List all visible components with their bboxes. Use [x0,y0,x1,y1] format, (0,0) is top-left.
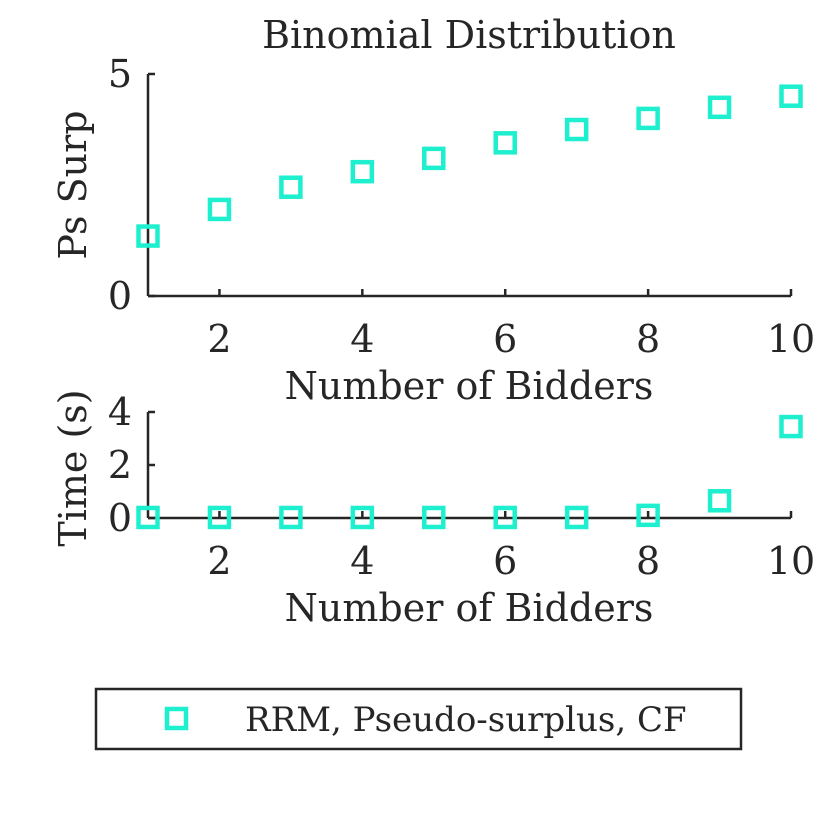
x-tick-label: 8 [636,539,660,583]
data-point [707,95,732,120]
x-tick-labels: 2 4 6 8 10 [207,539,815,583]
y-axis-label: Ps Surp [51,110,95,259]
legend-label: RRM, Pseudo-surplus, CF [245,700,687,740]
data-point [136,224,160,248]
chart-bottom: 2 4 6 8 10 0 2 4 Number of Bidders Time (s) [51,389,815,630]
x-tick-label: 8 [636,317,660,361]
y-tick-labels: 0 2 4 [108,390,132,540]
y-tick-labels: 05 [108,52,132,318]
data-point [779,414,803,439]
x-axis-label: Number of Bidders [285,586,654,630]
data-point [779,84,803,108]
chart-top: Binomial Distribution 2 4 6 8 10 05 Number o… [51,13,815,408]
data-point [493,505,517,530]
x-tick-label: 10 [767,539,815,583]
axes [146,410,793,520]
x-tick-label: 6 [493,539,517,583]
x-tick-label: 10 [767,317,815,361]
y-tick-label: 5 [108,52,132,96]
axes [146,72,793,298]
chart-title: Binomial Distribution [262,13,676,57]
data-point [207,505,232,530]
series-points [136,84,803,248]
data-point [350,505,375,530]
legend-box [94,687,743,751]
data-point [350,159,375,184]
series-points [136,414,803,530]
data-point [422,505,446,530]
data-point [493,131,517,155]
y-axis-label: Time (s) [51,389,95,546]
data-point [422,146,446,171]
y-tick-label: 2 [108,443,132,487]
x-tick-label: 4 [350,317,374,361]
data-point [636,503,660,528]
x-axis-label: Number of Bidders [285,364,654,408]
data-point [207,197,232,222]
y-tick-label: 0 [108,496,132,540]
data-point [279,175,303,199]
legend: RRM, Pseudo-surplus, CF [94,687,743,751]
x-tick-label: 6 [493,317,517,361]
data-point [636,106,660,131]
x-tick-label: 2 [207,317,231,361]
data-point [564,117,589,142]
x-tick-label: 2 [207,539,231,583]
data-point [136,505,160,530]
y-tick-label: 0 [108,274,132,318]
data-point [707,489,732,513]
x-tick-labels: 2 4 6 8 10 [207,317,815,361]
data-point [279,505,303,530]
y-tick-label: 4 [108,390,132,434]
x-tick-label: 4 [350,539,374,583]
data-point [564,505,589,530]
legend-marker-icon [164,706,189,731]
